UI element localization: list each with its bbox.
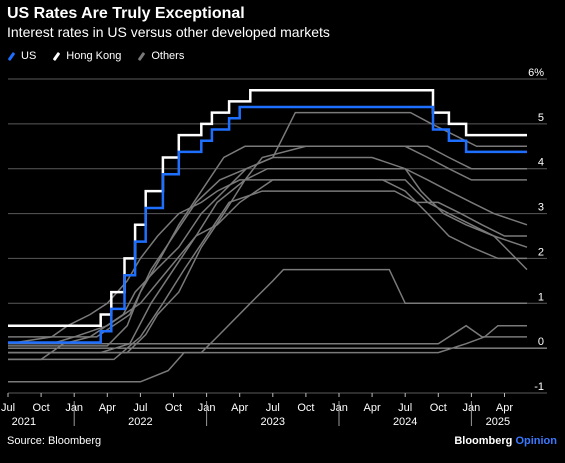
legend-label-others: Others <box>151 50 185 62</box>
series-line-other <box>7 179 528 345</box>
x-tick-label: Apr <box>496 402 513 414</box>
legend-item-us: US <box>7 50 36 62</box>
legend-label-us: US <box>21 50 37 62</box>
series-line-other <box>8 111 527 345</box>
source-note: Source: Bloomberg <box>7 435 102 447</box>
legend-label-hong-kong: Hong Kong <box>66 50 122 62</box>
y-tick-label: 3 <box>538 202 544 214</box>
series-line-other <box>8 268 527 354</box>
series-line-other <box>8 190 527 361</box>
chart-legend: US Hong Kong Others <box>7 50 184 62</box>
x-tick-label: Oct <box>430 402 447 414</box>
y-tick-label: -1 <box>534 381 544 393</box>
x-tick-label: Apr <box>364 402 381 414</box>
year-label: 2021 <box>12 416 36 428</box>
brand-logo: Bloomberg Opinion <box>454 435 557 447</box>
y-tick-label: 5 <box>538 112 544 124</box>
series-line-other <box>8 156 528 338</box>
chart-title: US Rates Are Truly Exceptional <box>7 5 245 22</box>
y-tick-label: 0 <box>538 336 544 348</box>
series-line-other <box>8 145 527 354</box>
chart-subtitle: Interest rates in US versus other develo… <box>7 24 330 40</box>
x-tick-label: Jul <box>266 402 280 414</box>
y-tick-label: 1 <box>538 291 544 303</box>
x-tick-label: Oct <box>297 402 314 414</box>
series-line-other <box>8 145 527 347</box>
y-tick-label: 6% <box>528 67 544 79</box>
legend-item-hong-kong: Hong Kong <box>52 50 121 62</box>
x-tick-label: Oct <box>165 402 182 414</box>
x-tick-label: Apr <box>231 402 248 414</box>
series-line-other <box>8 179 527 354</box>
year-label: 2024 <box>393 416 417 428</box>
brand-name: Bloomberg <box>454 435 513 447</box>
series-line-us <box>8 105 527 344</box>
y-tick-label: 4 <box>538 157 544 169</box>
year-label: 2023 <box>261 416 285 428</box>
y-tick-label: 2 <box>538 246 544 258</box>
x-tick-label: Jul <box>398 402 412 414</box>
brand-suffix: Opinion <box>515 435 557 447</box>
x-tick-label: Jul <box>1 402 15 414</box>
series-line-other <box>8 324 527 383</box>
year-label: 2022 <box>128 416 152 428</box>
year-label: 2025 <box>486 416 510 428</box>
x-tick-label: Oct <box>33 402 50 414</box>
x-tick-label: Jul <box>133 402 147 414</box>
x-tick-label: Apr <box>99 402 116 414</box>
legend-item-others: Others <box>137 50 184 62</box>
